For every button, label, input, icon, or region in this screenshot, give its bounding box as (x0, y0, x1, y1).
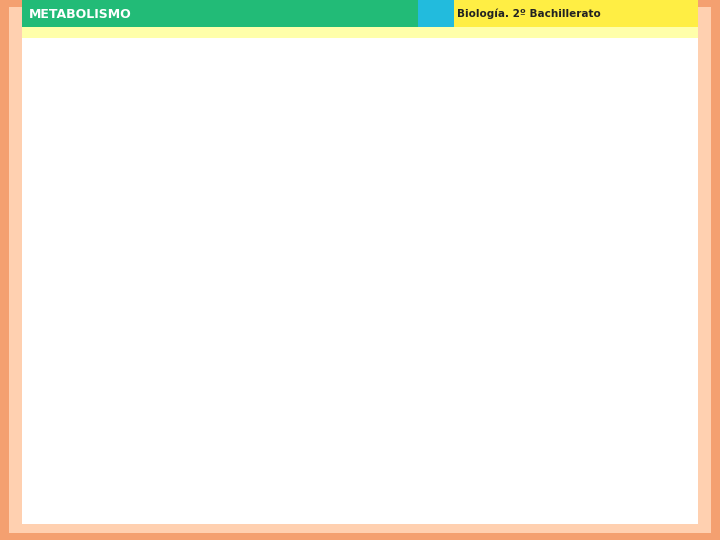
Circle shape (245, 271, 299, 316)
Text: Adenina: Adenina (491, 161, 554, 176)
Polygon shape (356, 268, 479, 366)
Text: P: P (125, 287, 135, 301)
Circle shape (103, 271, 157, 316)
Text: P: P (196, 287, 206, 301)
Text: Biología. 2º Bachillerato: Biología. 2º Bachillerato (457, 9, 601, 19)
Text: Ribosa: Ribosa (397, 322, 445, 336)
Circle shape (641, 471, 695, 517)
Bar (157, 289, 171, 298)
Text: Estructura química de la coenzima ATP: Estructura química de la coenzima ATP (109, 106, 341, 119)
Bar (228, 289, 241, 298)
Text: (adenosín trifosfato): (adenosín trifosfato) (109, 129, 230, 141)
Text: O: O (356, 282, 367, 295)
Text: Enlaces ricos
en energía: Enlaces ricos en energía (165, 191, 238, 213)
Polygon shape (458, 106, 600, 242)
Text: P: P (267, 287, 277, 301)
Text: ATP: ATP (59, 63, 139, 97)
Circle shape (174, 271, 228, 316)
Polygon shape (546, 118, 626, 195)
Text: METABOLISMO: METABOLISMO (29, 8, 132, 21)
